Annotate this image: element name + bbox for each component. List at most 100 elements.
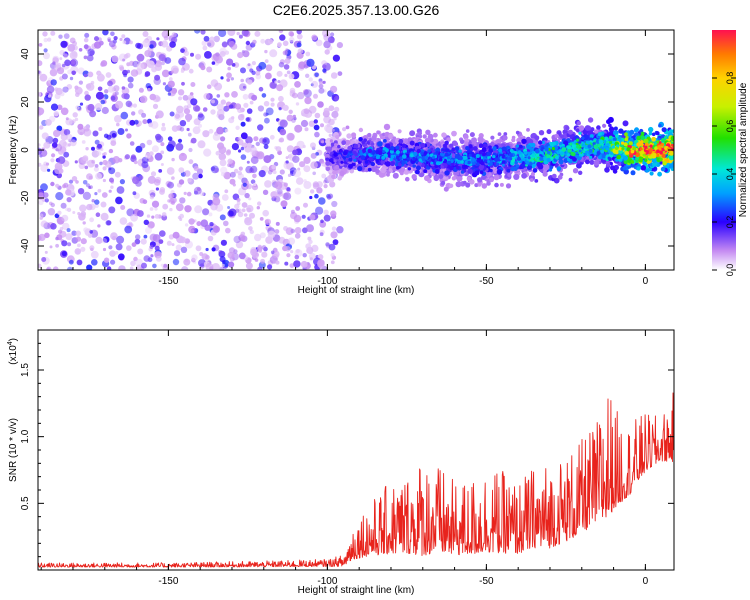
- noise-speck: [209, 222, 214, 227]
- noise-speck: [105, 72, 112, 78]
- noise-speck: [108, 189, 112, 193]
- ridge-point: [477, 136, 484, 143]
- noise-speck: [150, 121, 159, 129]
- noise-speck: [218, 30, 227, 38]
- ridge-point: [651, 136, 656, 142]
- ridge-point: [334, 143, 338, 147]
- noise-speck: [310, 142, 316, 149]
- noise-speck: [219, 214, 226, 221]
- noise-speck: [144, 50, 152, 57]
- ridge-point: [587, 117, 594, 123]
- ridge-point: [556, 166, 562, 172]
- noise-speck: [100, 99, 106, 105]
- noise-speck: [175, 203, 184, 212]
- ridge-point: [451, 130, 457, 137]
- noise-speck: [329, 37, 335, 44]
- noise-speck: [245, 165, 253, 174]
- noise-speck: [221, 172, 225, 177]
- noise-speck: [52, 266, 59, 270]
- noise-speck: [66, 84, 73, 90]
- noise-speck: [123, 73, 127, 78]
- noise-speck: [265, 64, 273, 72]
- noise-speck: [170, 70, 174, 74]
- noise-speck: [84, 32, 90, 38]
- ridge-point: [521, 138, 527, 144]
- noise-speck: [108, 206, 116, 214]
- noise-speck: [175, 244, 182, 251]
- noise-speck: [263, 155, 272, 164]
- ridge-point: [589, 134, 594, 139]
- noise-speck: [240, 78, 244, 83]
- noise-speck: [264, 59, 269, 63]
- noise-speck: [290, 228, 296, 234]
- noise-speck: [152, 103, 159, 109]
- noise-speck: [300, 260, 308, 268]
- noise-speck: [325, 242, 330, 247]
- ridge-point: [568, 177, 573, 182]
- noise-speck: [86, 203, 93, 211]
- ridge-point: [636, 135, 641, 141]
- noise-speck: [168, 77, 173, 81]
- noise-speck: [98, 127, 103, 131]
- noise-speck: [66, 133, 73, 141]
- noise-speck: [151, 66, 158, 73]
- noise-speck: [257, 266, 263, 270]
- noise-speck: [231, 143, 239, 151]
- ridge-point: [443, 143, 447, 148]
- ridge-point: [454, 146, 460, 151]
- noise-speck: [90, 250, 99, 259]
- noise-speck: [50, 181, 55, 187]
- noise-speck: [177, 216, 181, 220]
- noise-speck: [149, 195, 155, 200]
- noise-speck: [179, 120, 187, 127]
- noise-speck: [43, 48, 48, 53]
- ridge-point: [602, 123, 607, 128]
- ridge-point: [376, 130, 381, 135]
- noise-speck: [303, 165, 311, 173]
- ridge-point: [415, 169, 420, 175]
- ridge-point: [329, 139, 333, 143]
- noise-speck: [309, 195, 313, 200]
- noise-speck: [179, 197, 186, 204]
- noise-speck: [59, 57, 63, 61]
- ridge-point: [463, 180, 467, 185]
- noise-speck: [211, 247, 216, 252]
- noise-speck: [56, 125, 63, 132]
- ridge-point: [610, 165, 616, 171]
- noise-speck: [240, 146, 245, 151]
- noise-speck: [267, 170, 273, 175]
- noise-speck: [130, 213, 139, 222]
- noise-speck: [195, 53, 202, 60]
- ridge-point: [385, 161, 391, 167]
- noise-speck: [223, 171, 231, 180]
- noise-speck: [192, 172, 200, 180]
- ridge-point: [392, 136, 397, 141]
- noise-speck: [143, 255, 151, 262]
- noise-speck: [74, 248, 82, 255]
- ridge-point: [638, 157, 643, 163]
- noise-speck: [285, 227, 294, 236]
- ridge-point: [466, 176, 472, 182]
- noise-speck: [203, 35, 210, 42]
- ridge-point: [651, 132, 656, 137]
- noise-speck: [330, 210, 337, 217]
- ridge-point: [433, 175, 440, 182]
- noise-speck: [202, 130, 210, 138]
- noise-speck: [108, 40, 116, 48]
- noise-speck: [178, 57, 186, 66]
- noise-speck: [218, 266, 224, 270]
- noise-speck: [263, 100, 270, 107]
- ridge-point: [424, 175, 430, 182]
- noise-speck: [111, 55, 119, 63]
- noise-speck: [296, 33, 303, 40]
- ridge-point: [357, 166, 363, 172]
- noise-speck: [313, 124, 320, 131]
- noise-speck: [97, 143, 102, 149]
- noise-speck: [120, 111, 129, 120]
- noise-speck: [274, 80, 278, 84]
- noise-speck: [206, 84, 212, 89]
- noise-speck: [303, 64, 309, 69]
- noise-speck: [196, 168, 203, 175]
- ridge-point: [422, 134, 427, 139]
